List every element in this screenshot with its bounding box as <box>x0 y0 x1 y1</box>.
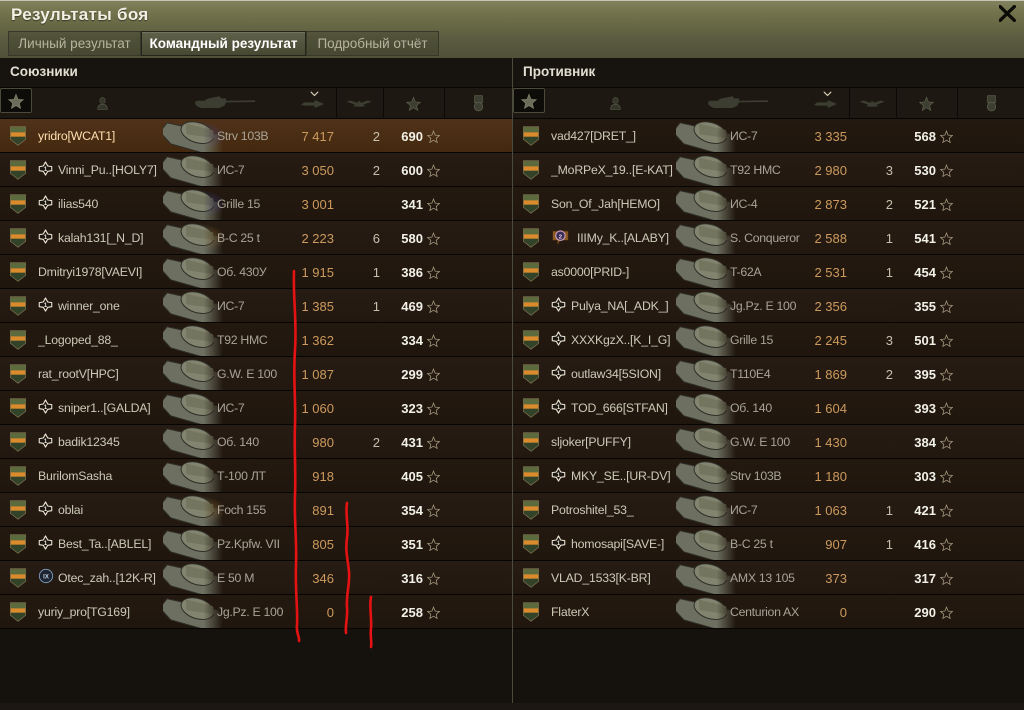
svg-text:IX: IX <box>43 575 49 581</box>
